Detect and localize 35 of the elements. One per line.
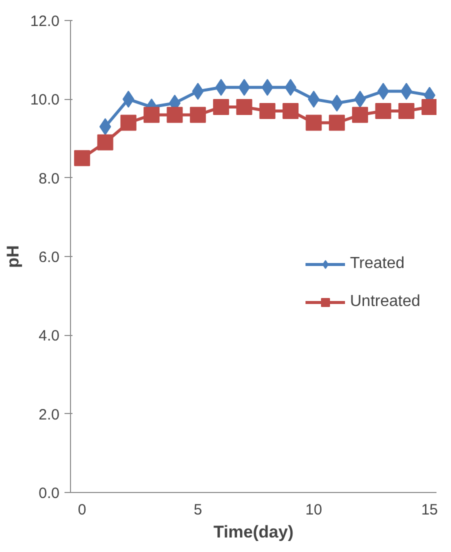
point (99, 118, 112, 136)
y-tick-label: 6.0 (38, 249, 60, 266)
point (213, 99, 230, 116)
y-tick-label: 4.0 (38, 328, 60, 345)
y-axis-title: pH (3, 245, 22, 268)
x-tick-label: 10 (305, 502, 322, 518)
point (352, 106, 368, 123)
point (120, 114, 136, 131)
legend-label: Treated (350, 255, 405, 273)
point (328, 114, 345, 131)
y-tick-label: 10.0 (30, 92, 60, 109)
point (259, 102, 276, 119)
x-axis-title: Time(day) (214, 522, 294, 542)
point (398, 102, 414, 119)
point (166, 106, 183, 123)
y-tick-label: 2.0 (38, 406, 60, 424)
point (238, 78, 250, 96)
point (190, 106, 206, 123)
point (306, 114, 322, 131)
point (144, 106, 160, 123)
point (377, 82, 390, 100)
y-tick-label: 8.0 (38, 170, 60, 188)
legend-label: Untreated (350, 293, 420, 311)
point (282, 102, 299, 119)
x-tick-label: 15 (421, 502, 438, 518)
x-tick-label: 0 (78, 502, 86, 518)
point (308, 90, 320, 108)
y-tick-label: 12.0 (30, 13, 60, 30)
point (236, 99, 252, 116)
point (375, 102, 392, 119)
point (74, 150, 90, 166)
y-tick-label: 0.0 (38, 485, 60, 502)
point (422, 99, 436, 116)
point (97, 134, 114, 150)
x-tick-label: 5 (194, 502, 202, 518)
